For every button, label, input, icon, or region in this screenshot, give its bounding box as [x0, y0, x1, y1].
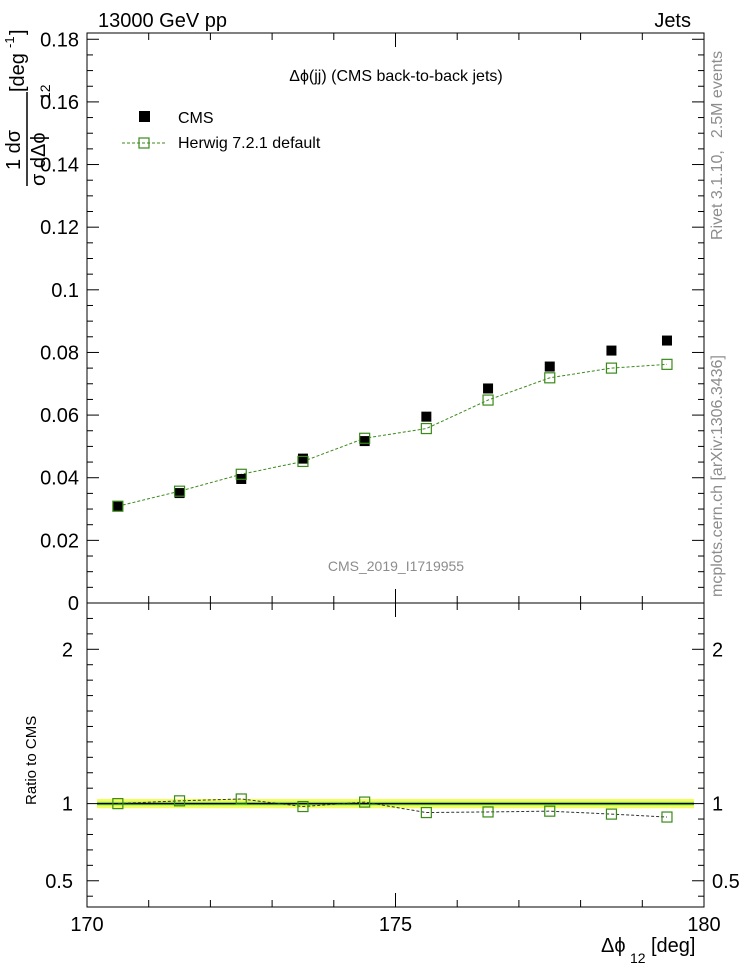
y-tick-label: 0.12: [40, 217, 79, 239]
y-tick-label: 0.18: [40, 29, 79, 51]
cms-data-point: [661, 335, 672, 346]
ratio-line: [117, 798, 668, 818]
ratio-series: [112, 793, 673, 823]
x-label-subscript: 12: [630, 950, 646, 966]
herwig-point: [482, 394, 494, 406]
main-panel: 0 0.02 0.04 0.06 0.08 0.1 0.12 0.14 0.16 0.18 Δϕ(…: [2, 29, 705, 615]
cms-data-point: [606, 345, 617, 356]
legend-herwig-marker: [138, 137, 150, 149]
y-label-unit: [deg: [7, 53, 29, 92]
ratio-x-ticks: 170 175 180: [70, 603, 721, 936]
x-label-main: Δϕ: [601, 935, 626, 957]
herwig-point: [661, 358, 673, 370]
ratio-y-tick-label-right: 0.5: [712, 871, 740, 893]
ratio-y-ticks: 0.5 0.5 1 1 2 2: [45, 617, 740, 897]
main-y-axis-label: 1 dσ σ dΔϕ 12 [deg -1 ]: [2, 29, 53, 186]
cms-data-point: [112, 501, 123, 512]
ratio-point: [112, 798, 124, 810]
ratio-frame: [86, 602, 705, 908]
herwig-point: [420, 422, 432, 435]
ratio-y-tick-label: 2: [62, 639, 73, 661]
y-label-unit-close: ]: [7, 29, 29, 35]
herwig-line: [117, 363, 668, 507]
y-tick-label: 0.04: [40, 468, 79, 490]
y-label-denominator: σ dΔϕ: [28, 132, 50, 186]
legend-herwig-label: Herwig 7.2.1 default: [178, 135, 321, 152]
herwig-point: [359, 432, 371, 444]
ratio-y-tick-label-right: 2: [712, 639, 723, 661]
ratio-point: [420, 806, 432, 819]
x-axis-label: Δϕ 12 [deg]: [601, 935, 695, 966]
y-label-numerator: 1 dσ: [3, 129, 25, 170]
y-label-subscript: 12: [37, 84, 53, 100]
y-tick-label: 0.02: [40, 530, 79, 552]
x-tick-label: 170: [70, 914, 103, 936]
cms-data-point: [359, 436, 370, 447]
y-tick-label: 0.14: [40, 155, 79, 177]
x-tick-label: 175: [379, 914, 412, 936]
ratio-y-tick-label: 0.5: [45, 871, 73, 893]
ratio-point: [661, 811, 673, 823]
herwig-point: [605, 362, 618, 374]
herwig-point: [173, 485, 186, 497]
cms-data-point: [544, 361, 555, 372]
ratio-point: [297, 800, 309, 813]
ratio-point: [359, 796, 371, 808]
ratio-uncertainty-band: [97, 798, 694, 809]
cms-data-point: [421, 411, 432, 422]
x-tick-label: 180: [687, 914, 720, 936]
ratio-panel: 0.5 0.51 12 2 170 175 180 Ratio to CMS Δϕ 12 …: [23, 602, 740, 966]
ratio-point: [544, 805, 556, 817]
ratio-y-tick-label: 1: [62, 794, 73, 816]
herwig-point: [235, 468, 247, 480]
cms-data-point: [483, 383, 494, 394]
y-tick-label: 0.08: [40, 342, 79, 364]
cms-data-point: [297, 453, 308, 464]
y-label-unit-exponent: -1: [2, 36, 17, 48]
herwig-point: [112, 500, 124, 512]
ratio-point: [482, 806, 494, 818]
cms-data-point: [174, 488, 185, 499]
header-left-label: 13000 GeV pp: [98, 10, 227, 32]
ratio-y-tick-label-right: 1: [712, 794, 723, 816]
ratio-point: [235, 793, 247, 805]
legend-cms-label: CMS: [178, 110, 214, 127]
main-x-ticks: [86, 33, 705, 603]
y-tick-label: 0.1: [51, 280, 79, 302]
ratio-y-axis-label: Ratio to CMS: [23, 716, 40, 805]
herwig-point: [297, 455, 309, 468]
main-y-ticks: 0 0.02 0.04 0.06 0.08 0.1 0.12 0.14 0.16 0.18: [40, 29, 704, 615]
header-right-label: Jets: [654, 10, 691, 32]
ratio-point: [605, 808, 618, 820]
y-tick-label: 0.06: [40, 405, 79, 427]
legend-cms-marker: [139, 111, 150, 122]
y-tick-label: 0: [68, 593, 79, 615]
herwig-point: [544, 372, 556, 384]
analysis-id-label: CMS_2019_I1719955: [328, 558, 464, 574]
y-tick-label: 0.16: [40, 92, 79, 114]
mcplots-label: mcplots.cern.ch [arXiv:1306.3436]: [709, 355, 726, 597]
legend: CMS Herwig 7.2.1 default: [122, 110, 321, 152]
plot-title: Δϕ(jj) (CMS back-to-back jets): [289, 68, 502, 85]
main-series: [112, 335, 673, 512]
x-label-unit: [deg]: [651, 935, 695, 957]
rivet-version-label: Rivet 3.1.10, 2.5M events: [709, 51, 726, 240]
ratio-point: [173, 795, 186, 807]
